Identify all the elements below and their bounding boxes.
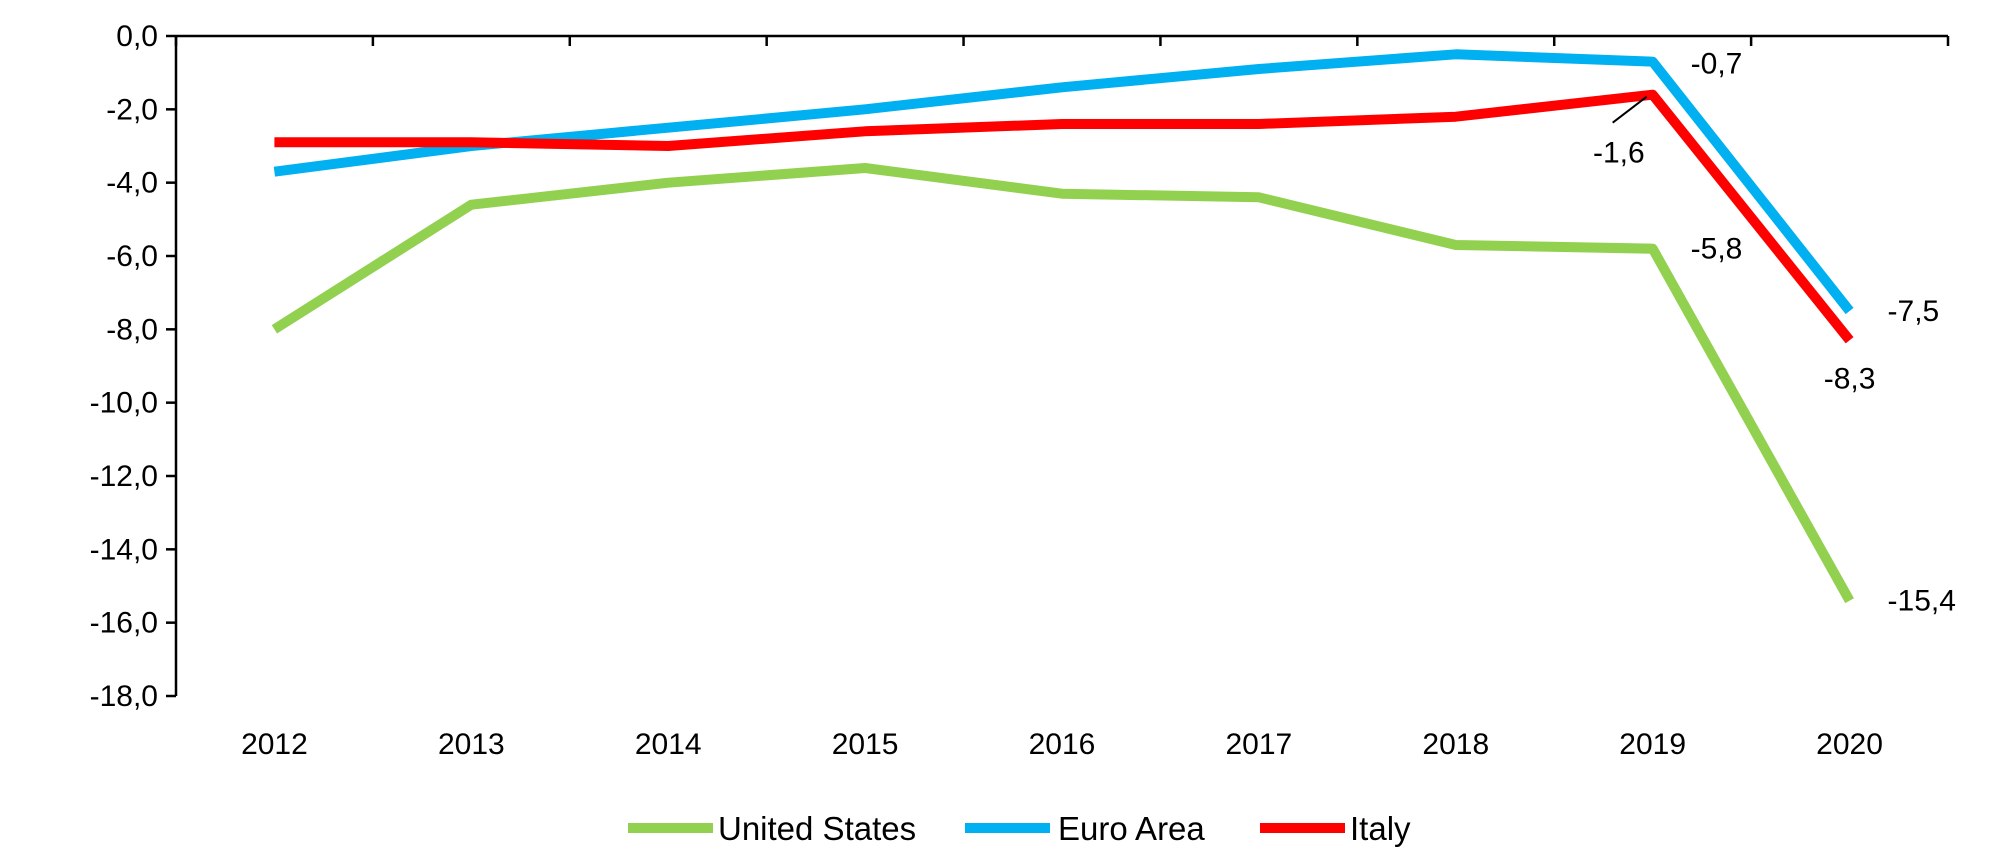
y-tick-label: -18,0	[90, 680, 158, 713]
data-label: -15,4	[1888, 585, 1956, 618]
y-tick-label: 0,0	[116, 20, 158, 53]
data-label-leader-line	[1612, 95, 1648, 124]
x-tick-label: 2013	[438, 728, 505, 761]
data-label: -5,8	[1691, 233, 1743, 266]
x-tick-label: 2020	[1816, 728, 1883, 761]
legend-label: Italy	[1350, 810, 1411, 847]
series-line-united-states	[271, 163, 1854, 604]
x-tick-label: 2016	[1029, 728, 1096, 761]
data-label: -7,5	[1888, 295, 1940, 328]
y-tick-label: -12,0	[90, 460, 158, 493]
legend-label: United States	[718, 810, 916, 847]
y-tick-label: -10,0	[90, 387, 158, 420]
x-tick-label: 2014	[635, 728, 702, 761]
y-tick-label: -16,0	[90, 607, 158, 640]
chart-legend: United States Euro Area Italy	[628, 810, 1411, 847]
series-line-euro-area	[273, 49, 1854, 315]
x-tick-label: 2015	[832, 728, 899, 761]
y-tick-label: -14,0	[90, 533, 158, 566]
x-tick-label: 2019	[1619, 728, 1686, 761]
data-label: -1,6	[1593, 137, 1645, 170]
x-tick-label: 2017	[1226, 728, 1293, 761]
y-tick-label: -8,0	[106, 313, 158, 346]
chart-axes: 0,0 -2,0 -4,0 -6,0 -8,0 -10,0 -12,0 -14,0 -16,0 -…	[90, 20, 1950, 761]
y-tick-label: -2,0	[106, 93, 158, 126]
chart-series	[271, 49, 1854, 604]
y-tick-label: -6,0	[106, 240, 158, 273]
x-tick-label: 2012	[241, 728, 308, 761]
data-label: -0,7	[1691, 48, 1743, 81]
y-tick-label: -4,0	[106, 167, 158, 200]
data-label: -8,3	[1824, 362, 1876, 395]
x-tick-label: 2018	[1422, 728, 1489, 761]
legend-label: Euro Area	[1058, 810, 1205, 847]
chart-data-labels: -0,7 -1,6 -5,8 -7,5 -8,3 -15,4	[1593, 48, 1956, 618]
series-line-italy	[274, 89, 1854, 344]
